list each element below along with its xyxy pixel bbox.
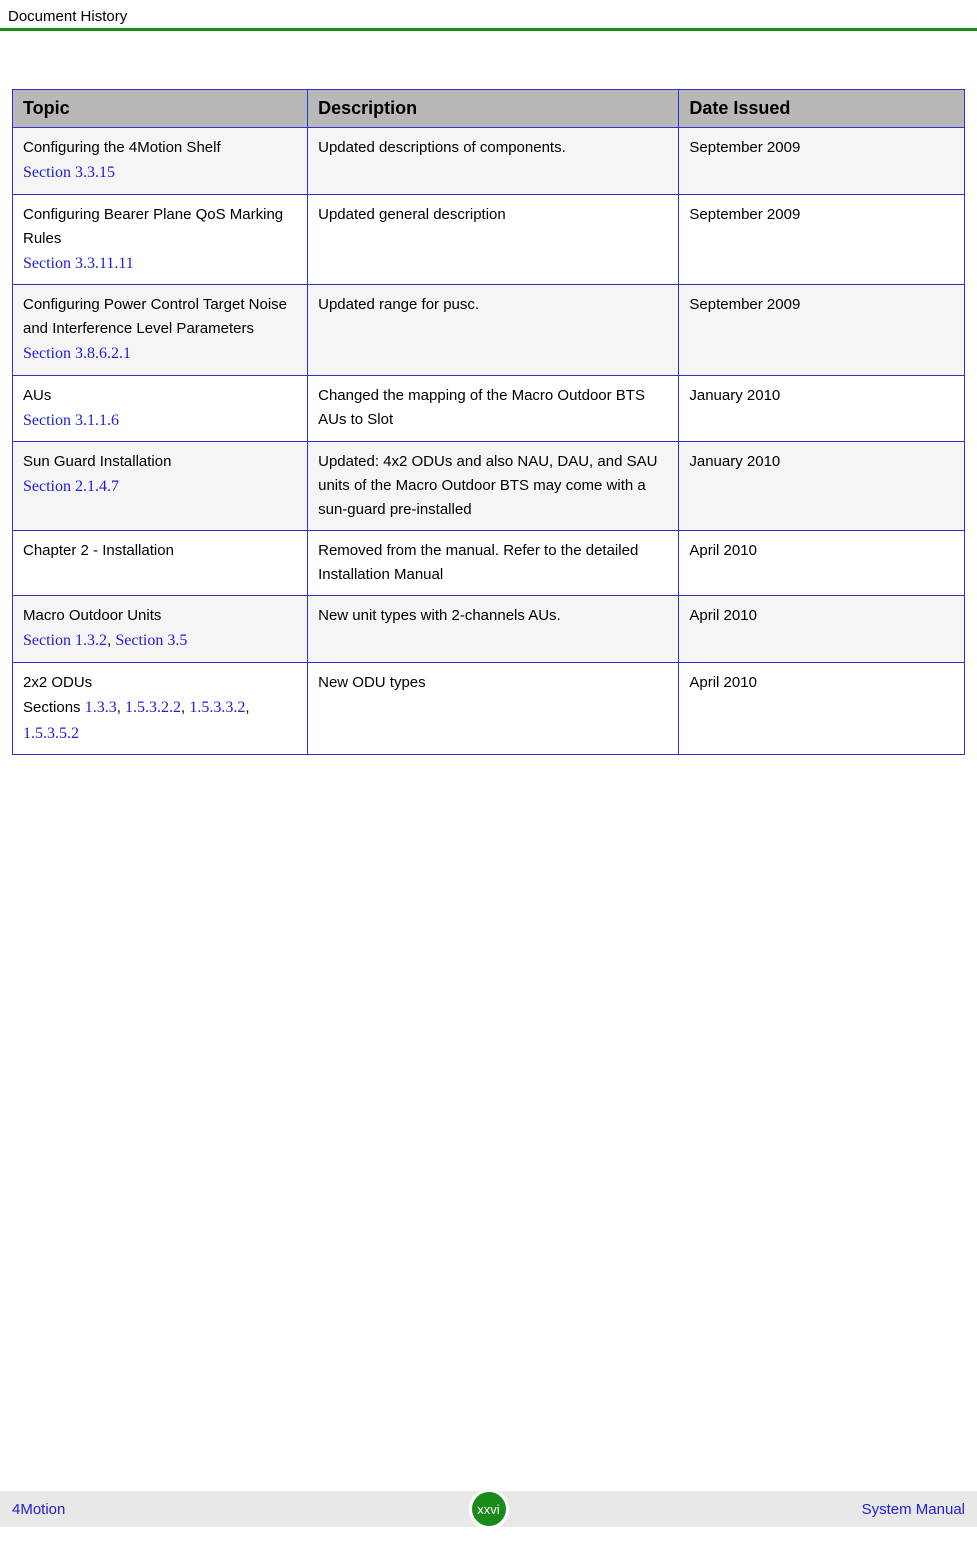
topic-text: Macro Outdoor Units [23, 607, 161, 624]
topic-text: AUs [23, 387, 51, 404]
section-link[interactable]: 1.3.3 [85, 699, 117, 716]
table-row: 2x2 ODUs Sections 1.3.3, 1.5.3.2.2, 1.5.… [13, 662, 965, 754]
cell-topic: Configuring Power Control Target Noise a… [13, 285, 308, 376]
section-link[interactable]: Section 3.1.1.6 [23, 412, 119, 429]
cell-description: Updated: 4x2 ODUs and also NAU, DAU, and… [308, 442, 679, 531]
page-number: xxvi [477, 1502, 499, 1517]
cell-description: Updated descriptions of components. [308, 128, 679, 195]
section-link[interactable]: Section 3.8.6.2.1 [23, 345, 131, 362]
footer-left[interactable]: 4Motion [12, 1501, 65, 1518]
page-number-badge: xxvi [469, 1489, 509, 1529]
cell-date: January 2010 [679, 375, 965, 442]
topic-text: 2x2 ODUs [23, 674, 92, 691]
table-row: Configuring Power Control Target Noise a… [13, 285, 965, 376]
topic-text: Chapter 2 - Installation [23, 542, 174, 559]
topic-text: Configuring the 4Motion Shelf [23, 139, 221, 156]
header-description: Description [308, 90, 679, 128]
cell-description: Updated general description [308, 194, 679, 285]
sections-prefix: Sections [23, 699, 85, 716]
header-date: Date Issued [679, 90, 965, 128]
cell-date: September 2009 [679, 128, 965, 195]
cell-topic: Sun Guard Installation Section 2.1.4.7 [13, 442, 308, 531]
section-link[interactable]: 1.5.3.2.2 [125, 699, 181, 716]
cell-date: September 2009 [679, 194, 965, 285]
page-footer: 4Motion xxvi System Manual [0, 1491, 977, 1527]
cell-date: April 2010 [679, 662, 965, 754]
cell-date: September 2009 [679, 285, 965, 376]
topic-text: Configuring Power Control Target Noise a… [23, 296, 287, 337]
cell-topic: Macro Outdoor Units Section 1.3.2, Secti… [13, 596, 308, 663]
cell-topic: Chapter 2 - Installation [13, 531, 308, 596]
cell-date: April 2010 [679, 596, 965, 663]
cell-description: Changed the mapping of the Macro Outdoor… [308, 375, 679, 442]
table-row: AUs Section 3.1.1.6 Changed the mapping … [13, 375, 965, 442]
section-link[interactable]: Section 1.3.2 [23, 632, 107, 649]
table-row: Configuring Bearer Plane QoS Marking Rul… [13, 194, 965, 285]
cell-description: Removed from the manual. Refer to the de… [308, 531, 679, 596]
section-link[interactable]: Section 2.1.4.7 [23, 478, 119, 495]
cell-description: Updated range for pusc. [308, 285, 679, 376]
topic-text: Configuring Bearer Plane QoS Marking Rul… [23, 206, 283, 247]
header-title: Document History [8, 8, 127, 25]
topic-text: Sun Guard Installation [23, 453, 171, 470]
cell-date: January 2010 [679, 442, 965, 531]
history-table: Topic Description Date Issued Configurin… [12, 89, 965, 755]
footer-right[interactable]: System Manual [862, 1501, 965, 1518]
table-row: Macro Outdoor Units Section 1.3.2, Secti… [13, 596, 965, 663]
table-row: Chapter 2 - Installation Removed from th… [13, 531, 965, 596]
table-row: Configuring the 4Motion Shelf Section 3.… [13, 128, 965, 195]
sections-separator: , [245, 699, 249, 716]
section-link[interactable]: Section 3.5 [115, 632, 187, 649]
sections-separator: , [117, 699, 125, 716]
cell-description: New ODU types [308, 662, 679, 754]
header-topic: Topic [13, 90, 308, 128]
table-header-row: Topic Description Date Issued [13, 90, 965, 128]
section-link[interactable]: Section 3.3.11.11 [23, 255, 134, 272]
cell-topic: AUs Section 3.1.1.6 [13, 375, 308, 442]
cell-topic: 2x2 ODUs Sections 1.3.3, 1.5.3.2.2, 1.5.… [13, 662, 308, 754]
cell-topic: Configuring the 4Motion Shelf Section 3.… [13, 128, 308, 195]
section-link[interactable]: 1.5.3.3.2 [189, 699, 245, 716]
content-area: Topic Description Date Issued Configurin… [0, 31, 977, 755]
table-row: Sun Guard Installation Section 2.1.4.7 U… [13, 442, 965, 531]
page-header: Document History [0, 0, 977, 31]
section-link[interactable]: 1.5.3.5.2 [23, 725, 79, 742]
cell-date: April 2010 [679, 531, 965, 596]
section-link[interactable]: Section 3.3.15 [23, 164, 115, 181]
cell-description: New unit types with 2-channels AUs. [308, 596, 679, 663]
cell-topic: Configuring Bearer Plane QoS Marking Rul… [13, 194, 308, 285]
